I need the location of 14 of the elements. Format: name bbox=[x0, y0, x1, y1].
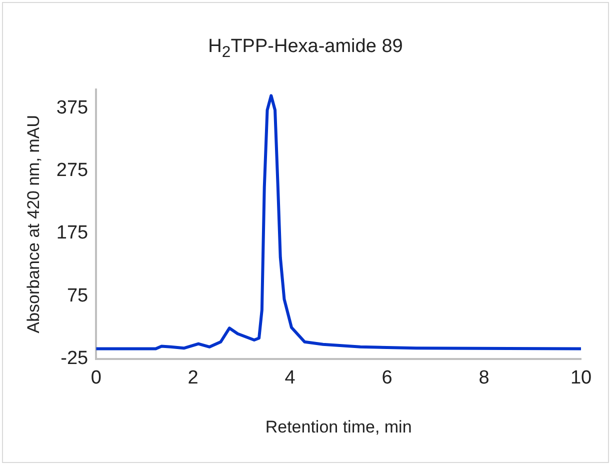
x-tick-label: 10 bbox=[570, 367, 592, 388]
y-tick-label: 75 bbox=[66, 285, 88, 306]
y-tick-label: 175 bbox=[56, 222, 88, 244]
y-axis-title: Absorbance at 420 nm, mAU bbox=[24, 114, 43, 334]
y-tick-label: -25 bbox=[60, 348, 88, 370]
x-tick-label: 0 bbox=[90, 367, 102, 388]
chart-title: H$_{2}$TPP-Hexa-amide 89 bbox=[207, 36, 404, 62]
y-tick-label: 275 bbox=[56, 160, 88, 182]
x-axis-title: Retention time, min bbox=[265, 417, 412, 436]
x-tick-label: 6 bbox=[382, 367, 392, 388]
y-tick-label: 375 bbox=[56, 97, 88, 118]
x-tick-label: 4 bbox=[284, 367, 296, 388]
x-tick-label: 8 bbox=[478, 367, 490, 388]
x-tick-label: 2 bbox=[188, 367, 198, 388]
